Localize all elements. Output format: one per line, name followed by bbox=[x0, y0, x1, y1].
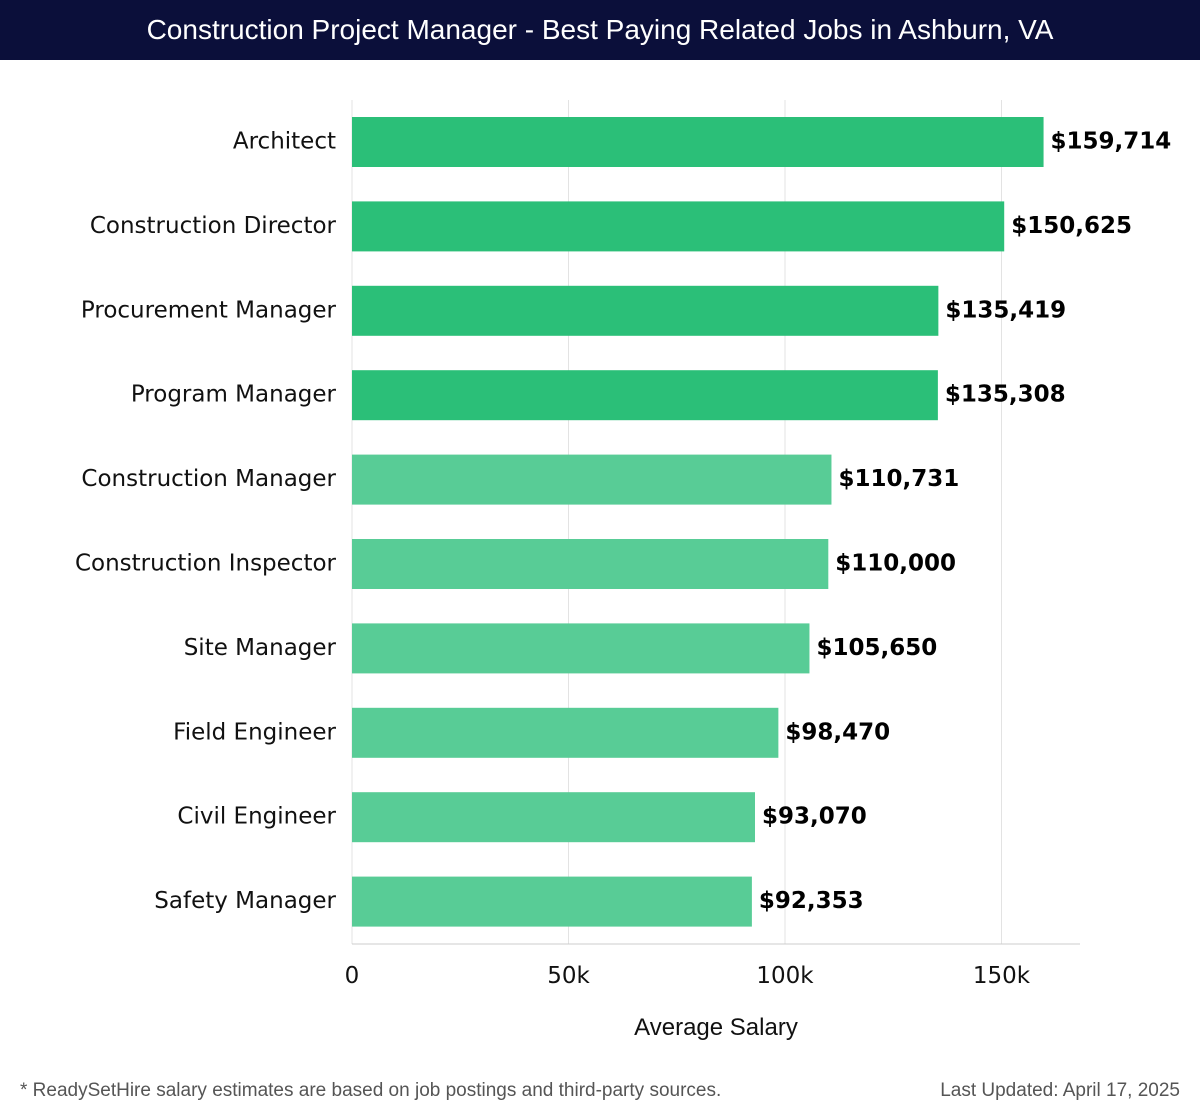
bar-4 bbox=[352, 454, 832, 505]
bar-2 bbox=[352, 285, 939, 336]
category-label-7: Field Engineer bbox=[173, 719, 336, 745]
value-label-1: $150,625 bbox=[1011, 213, 1132, 239]
category-label-6: Site Manager bbox=[184, 635, 337, 661]
value-label-0: $159,714 bbox=[1051, 129, 1172, 155]
chart-title: Construction Project Manager - Best Payi… bbox=[0, 0, 1200, 60]
value-label-8: $93,070 bbox=[762, 804, 867, 830]
bar-8 bbox=[352, 792, 755, 843]
category-label-5: Construction Inspector bbox=[75, 551, 337, 577]
value-label-3: $135,308 bbox=[945, 382, 1066, 408]
category-label-8: Civil Engineer bbox=[177, 804, 336, 830]
tick-label-2: 100k bbox=[756, 963, 814, 989]
value-label-9: $92,353 bbox=[759, 888, 864, 914]
bar-0 bbox=[352, 117, 1044, 167]
tick-label-0: 0 bbox=[345, 963, 360, 989]
tick-label-3: 150k bbox=[973, 963, 1031, 989]
value-label-2: $135,419 bbox=[945, 297, 1066, 323]
bar-6 bbox=[352, 623, 810, 674]
salary-bar-chart: Architect $159,714 Construction Director $1… bbox=[75, 100, 1172, 1041]
value-label-5: $110,000 bbox=[835, 551, 956, 577]
category-label-0: Architect bbox=[233, 129, 336, 155]
bar-1 bbox=[352, 201, 1005, 252]
x-axis-title: Average Salary bbox=[634, 1014, 798, 1041]
bar-7 bbox=[352, 707, 779, 758]
value-label-7: $98,470 bbox=[785, 719, 890, 745]
category-label-4: Construction Manager bbox=[81, 466, 336, 492]
category-label-3: Program Manager bbox=[131, 382, 337, 408]
tick-label-1: 50k bbox=[547, 963, 590, 989]
category-label-2: Procurement Manager bbox=[81, 297, 337, 323]
value-label-4: $110,731 bbox=[838, 466, 959, 492]
category-label-1: Construction Director bbox=[90, 213, 337, 239]
footer-disclaimer: * ReadySetHire salary estimates are base… bbox=[20, 1080, 722, 1101]
bar-9 bbox=[352, 876, 752, 927]
value-label-6: $105,650 bbox=[816, 635, 937, 661]
last-updated: Last Updated: April 17, 2025 bbox=[940, 1080, 1180, 1101]
category-label-9: Safety Manager bbox=[154, 888, 336, 914]
bar-5 bbox=[352, 539, 829, 589]
bar-3 bbox=[352, 370, 938, 421]
